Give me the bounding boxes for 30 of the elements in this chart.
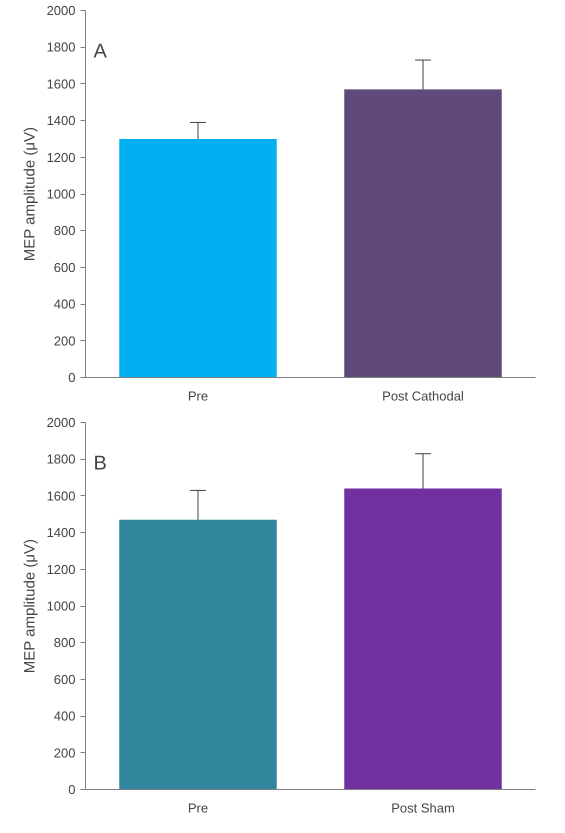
y-tick-label: 800 xyxy=(54,223,76,238)
y-tick-label: 1800 xyxy=(46,452,76,467)
y-tick-label: 400 xyxy=(54,296,76,312)
y-tick-label: 600 xyxy=(54,672,76,687)
y-tick-label: 2000 xyxy=(46,415,76,430)
annotation: B xyxy=(94,452,107,474)
x-tick-label: Pre xyxy=(188,388,208,404)
x-tick-label: Post Cathodal xyxy=(382,388,464,404)
y-tick-label: 200 xyxy=(54,745,76,760)
y-tick-label: 200 xyxy=(54,333,76,348)
y-tick-label: 1400 xyxy=(46,525,76,540)
y-tick-label: 600 xyxy=(54,260,76,275)
y-tick-label: 0 xyxy=(68,370,76,385)
y-tick-label: 2000 xyxy=(46,3,76,18)
y-tick-label: 1600 xyxy=(46,76,76,92)
x-tick-label: Post Sham xyxy=(391,800,455,816)
y-tick-label: 1000 xyxy=(46,186,76,202)
y-tick-label: 1800 xyxy=(46,40,76,55)
y-tick-label: 1200 xyxy=(46,150,76,165)
x-tick-label: Pre xyxy=(188,800,208,816)
y-tick-label: 1200 xyxy=(46,562,76,577)
y-axis-title: MEP amplitude (μV) xyxy=(22,127,39,262)
y-tick-label: 400 xyxy=(54,708,76,724)
y-tick-label: 1000 xyxy=(46,598,76,614)
y-axis-title: MEP amplitude (μV) xyxy=(22,539,39,674)
y-tick-label: 1400 xyxy=(46,113,76,128)
annotation: A xyxy=(94,40,108,62)
y-tick-label: 1600 xyxy=(46,488,76,504)
y-tick-label: 800 xyxy=(54,635,76,650)
y-tick-label: 0 xyxy=(68,782,76,797)
